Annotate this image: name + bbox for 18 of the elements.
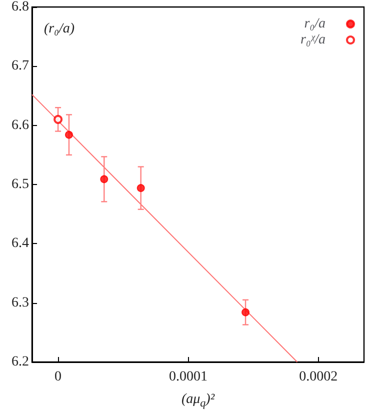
legend-label: r₀/a: [304, 16, 326, 32]
y-tick-label: 6.8: [12, 0, 29, 14]
point: [242, 308, 250, 316]
y-tick-label: 6.5: [12, 177, 29, 192]
point: [100, 175, 108, 184]
legend-label: r₀ᵡ/a: [300, 32, 326, 48]
point: [136, 184, 145, 192]
y-tick-label: 6.7: [12, 58, 29, 74]
y-tick-label: 6.3: [12, 295, 29, 310]
x-tick-label: 0: [54, 370, 62, 384]
x-tick-label: 0.0002: [299, 370, 338, 384]
x-tick-label: 0.0001: [168, 370, 208, 384]
point: [64, 130, 73, 139]
point: [54, 114, 63, 124]
y-tick-label: 6.6: [12, 118, 29, 133]
annotation: (r₀/a): [44, 22, 75, 36]
y-tick-label: 6.4: [12, 236, 29, 252]
y-tick-label: 6.2: [12, 354, 29, 370]
